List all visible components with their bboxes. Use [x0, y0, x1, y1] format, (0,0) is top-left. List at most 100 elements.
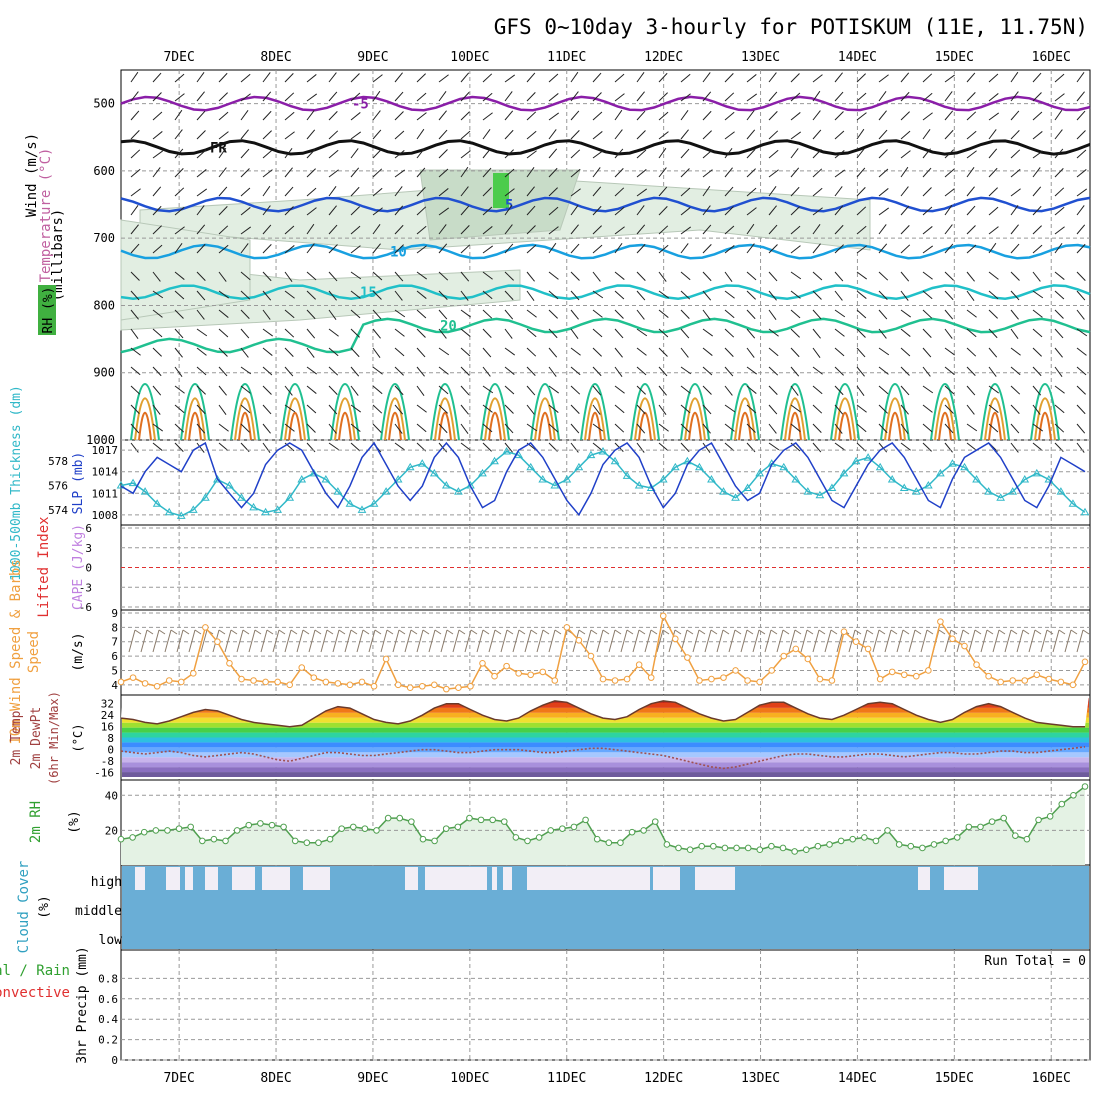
- thickness-point: [1080, 507, 1090, 516]
- upper-wind-barb: [966, 271, 975, 282]
- wind-speed-point: [744, 677, 751, 684]
- upper-wind-barb: [900, 290, 909, 301]
- surface-wind-barb: [704, 629, 712, 653]
- upper-wind-barb: [900, 366, 910, 376]
- upper-wind-barb: [1032, 366, 1042, 377]
- upper-wind-barb: [460, 225, 470, 235]
- upper-wind-barb: [680, 148, 690, 159]
- upper-wind-barb: [834, 328, 845, 337]
- upper-wind-barb: [504, 385, 515, 395]
- lowlevel-contour: [388, 412, 402, 441]
- upper-wind-barb: [1076, 423, 1086, 434]
- upper-wind-barb: [1054, 309, 1064, 319]
- upper-wind-barb: [1054, 93, 1065, 102]
- upper-wind-barb: [812, 207, 823, 216]
- upper-wind-barb: [812, 74, 823, 83]
- wind-speed-point: [623, 675, 631, 683]
- rh2m-point: [442, 825, 450, 832]
- upper-wind-barb: [548, 366, 557, 377]
- surface-wind-barb: [974, 629, 982, 635]
- surface-wind-barb: [746, 629, 754, 635]
- thick-tick: 1014: [92, 466, 119, 479]
- upper-wind-barb: [416, 128, 425, 140]
- rh2m-point: [291, 837, 299, 845]
- upper-wind-barb: [856, 309, 867, 319]
- surface-wind-barb: [1082, 629, 1090, 635]
- rh2m-point: [524, 837, 531, 845]
- upper-wind-barb: [944, 168, 955, 178]
- top-date-label: 14DEC: [838, 50, 877, 65]
- upper-wind-barb: [680, 271, 691, 281]
- lowlevel-contour: [334, 397, 356, 441]
- upper-wind-barb: [482, 366, 491, 377]
- upper-wind-barb: [482, 423, 493, 433]
- upper-wind-barb: [526, 205, 536, 216]
- upper-wind-barb: [284, 423, 295, 432]
- lowlevel-contour: [380, 383, 410, 441]
- upper-wind-barb: [922, 73, 933, 83]
- upper-wind-barb: [460, 366, 470, 376]
- wind-speed-point: [491, 672, 498, 680]
- upper-wind-barb: [614, 129, 623, 140]
- upper-wind-barb: [724, 442, 735, 452]
- upper-wind-barb: [592, 309, 603, 318]
- thickness-point: [478, 468, 487, 477]
- upper-wind-barb: [1032, 404, 1041, 415]
- upper-wind-barb: [240, 168, 250, 178]
- rh2m-point: [280, 823, 287, 831]
- surface-wind-barb: [758, 629, 766, 635]
- wind-speed-point: [334, 680, 342, 687]
- rh-axis-label: RH (%): [41, 287, 56, 334]
- upper-wind-barb: [614, 73, 625, 83]
- upper-wind-barb: [658, 186, 668, 197]
- upper-wind-barb: [702, 205, 711, 216]
- upper-wind-barb: [724, 328, 735, 338]
- cloud-gap: [503, 867, 512, 890]
- wind-speed-point: [913, 672, 920, 680]
- surface-wind-barb: [224, 629, 232, 653]
- wind-speed-point: [382, 655, 390, 663]
- upper-wind-barb: [548, 328, 558, 339]
- upper-wind-barb: [922, 128, 931, 140]
- upper-wind-barb: [218, 244, 229, 254]
- upper-wind-barb: [1032, 244, 1043, 254]
- surface-wind-barb: [536, 629, 544, 653]
- upper-wind-barb: [746, 328, 756, 339]
- surface-wind-barb: [614, 629, 622, 635]
- upper-wind-barb: [834, 244, 844, 254]
- rh2m-point: [175, 825, 183, 832]
- upper-wind-barb: [680, 442, 690, 453]
- upper-wind-barb: [504, 290, 514, 301]
- upper-wind-barb: [812, 187, 823, 197]
- rh2m-point: [512, 834, 520, 841]
- upper-wind-barb: [966, 150, 977, 159]
- upper-wind-barb: [504, 404, 514, 414]
- upper-wind-barb: [922, 226, 933, 235]
- lowlevel-contour: [430, 383, 460, 441]
- surface-wind-barb: [428, 629, 436, 653]
- upper-wind-barb: [218, 92, 228, 102]
- wind-speed-point: [816, 675, 824, 683]
- wind-speed-point: [129, 674, 137, 681]
- wind-speed-point: [262, 678, 269, 686]
- temp-color-band: [122, 717, 1089, 723]
- upper-wind-barb: [1054, 385, 1065, 394]
- upper-wind-barb: [1010, 385, 1021, 395]
- cloud-level-label: low: [99, 933, 123, 948]
- upper-wind-barb: [768, 72, 777, 83]
- upper-wind-barb: [284, 167, 293, 178]
- upper-wind-barb: [196, 243, 206, 254]
- upper-wind-barb: [636, 442, 645, 453]
- upper-wind-barb: [834, 111, 844, 121]
- upper-wind-barb: [944, 224, 953, 235]
- upper-wind-barb: [196, 224, 206, 235]
- upper-wind-barb: [768, 385, 778, 395]
- thickness-point: [429, 468, 439, 477]
- lowlevel-contour: [630, 383, 660, 441]
- upper-wind-barb: [768, 423, 777, 434]
- upper-wind-barb: [174, 168, 184, 178]
- upper-wind-barb: [548, 129, 557, 140]
- surface-wind-barb: [440, 629, 448, 653]
- upper-wind-barb: [526, 404, 535, 415]
- upper-wind-barb: [768, 347, 779, 357]
